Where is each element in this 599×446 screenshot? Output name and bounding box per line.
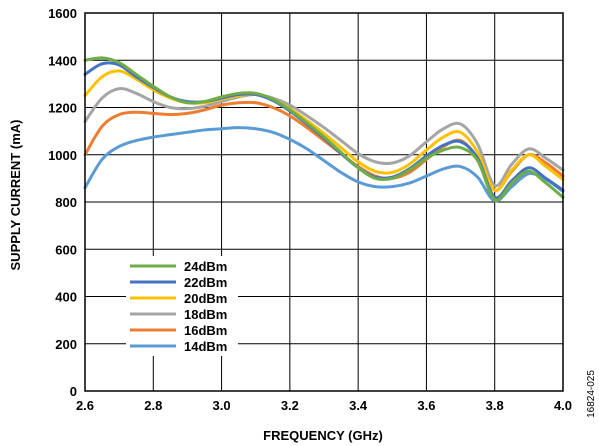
x-tick-label: 4.0 — [554, 398, 572, 413]
legend-label: 20dBm — [184, 291, 227, 306]
y-tick-label: 800 — [55, 195, 77, 210]
plot-frame — [84, 12, 564, 392]
legend-label: 16dBm — [184, 323, 227, 338]
x-tick-label: 3.8 — [486, 398, 504, 413]
y-tick-label: 0 — [70, 384, 77, 399]
x-tick-label: 3.4 — [349, 398, 368, 413]
figure-id: 16824-025 — [586, 370, 597, 418]
legend-label: 22dBm — [184, 275, 227, 290]
y-tick-label: 1400 — [48, 53, 77, 68]
y-tick-label: 200 — [55, 337, 77, 352]
series-line-18dBm — [83, 86, 565, 188]
legend-label: 24dBm — [184, 259, 227, 274]
series-line-14dBm — [83, 126, 565, 203]
legend-background — [126, 256, 238, 356]
legend-label: 18dBm — [184, 307, 227, 322]
x-tick-label: 2.8 — [144, 398, 162, 413]
x-tick-label: 2.6 — [76, 398, 94, 413]
y-axis-title: SUPPLY CURRENT (mA) — [8, 120, 23, 271]
x-tick-label: 3.2 — [281, 398, 299, 413]
x-tick-label: 3.6 — [417, 398, 435, 413]
series-line-24dBm — [83, 56, 565, 202]
legend-label: 14dBm — [184, 339, 227, 354]
series-lines — [83, 56, 565, 203]
y-tick-label: 1600 — [48, 6, 77, 21]
x-tick-label: 3.0 — [213, 398, 231, 413]
y-tick-label: 1200 — [48, 101, 77, 116]
y-tick-label: 1000 — [48, 148, 77, 163]
x-axis-title: FREQUENCY (GHz) — [263, 428, 383, 443]
y-tick-labels: 0 200 400 600 800 1000 1200 1400 1600 — [48, 6, 77, 399]
y-tick-label: 600 — [55, 242, 77, 257]
x-tick-labels: 2.6 2.8 3.0 3.2 3.4 3.6 3.8 4.0 — [76, 398, 572, 413]
y-tick-label: 400 — [55, 290, 77, 305]
